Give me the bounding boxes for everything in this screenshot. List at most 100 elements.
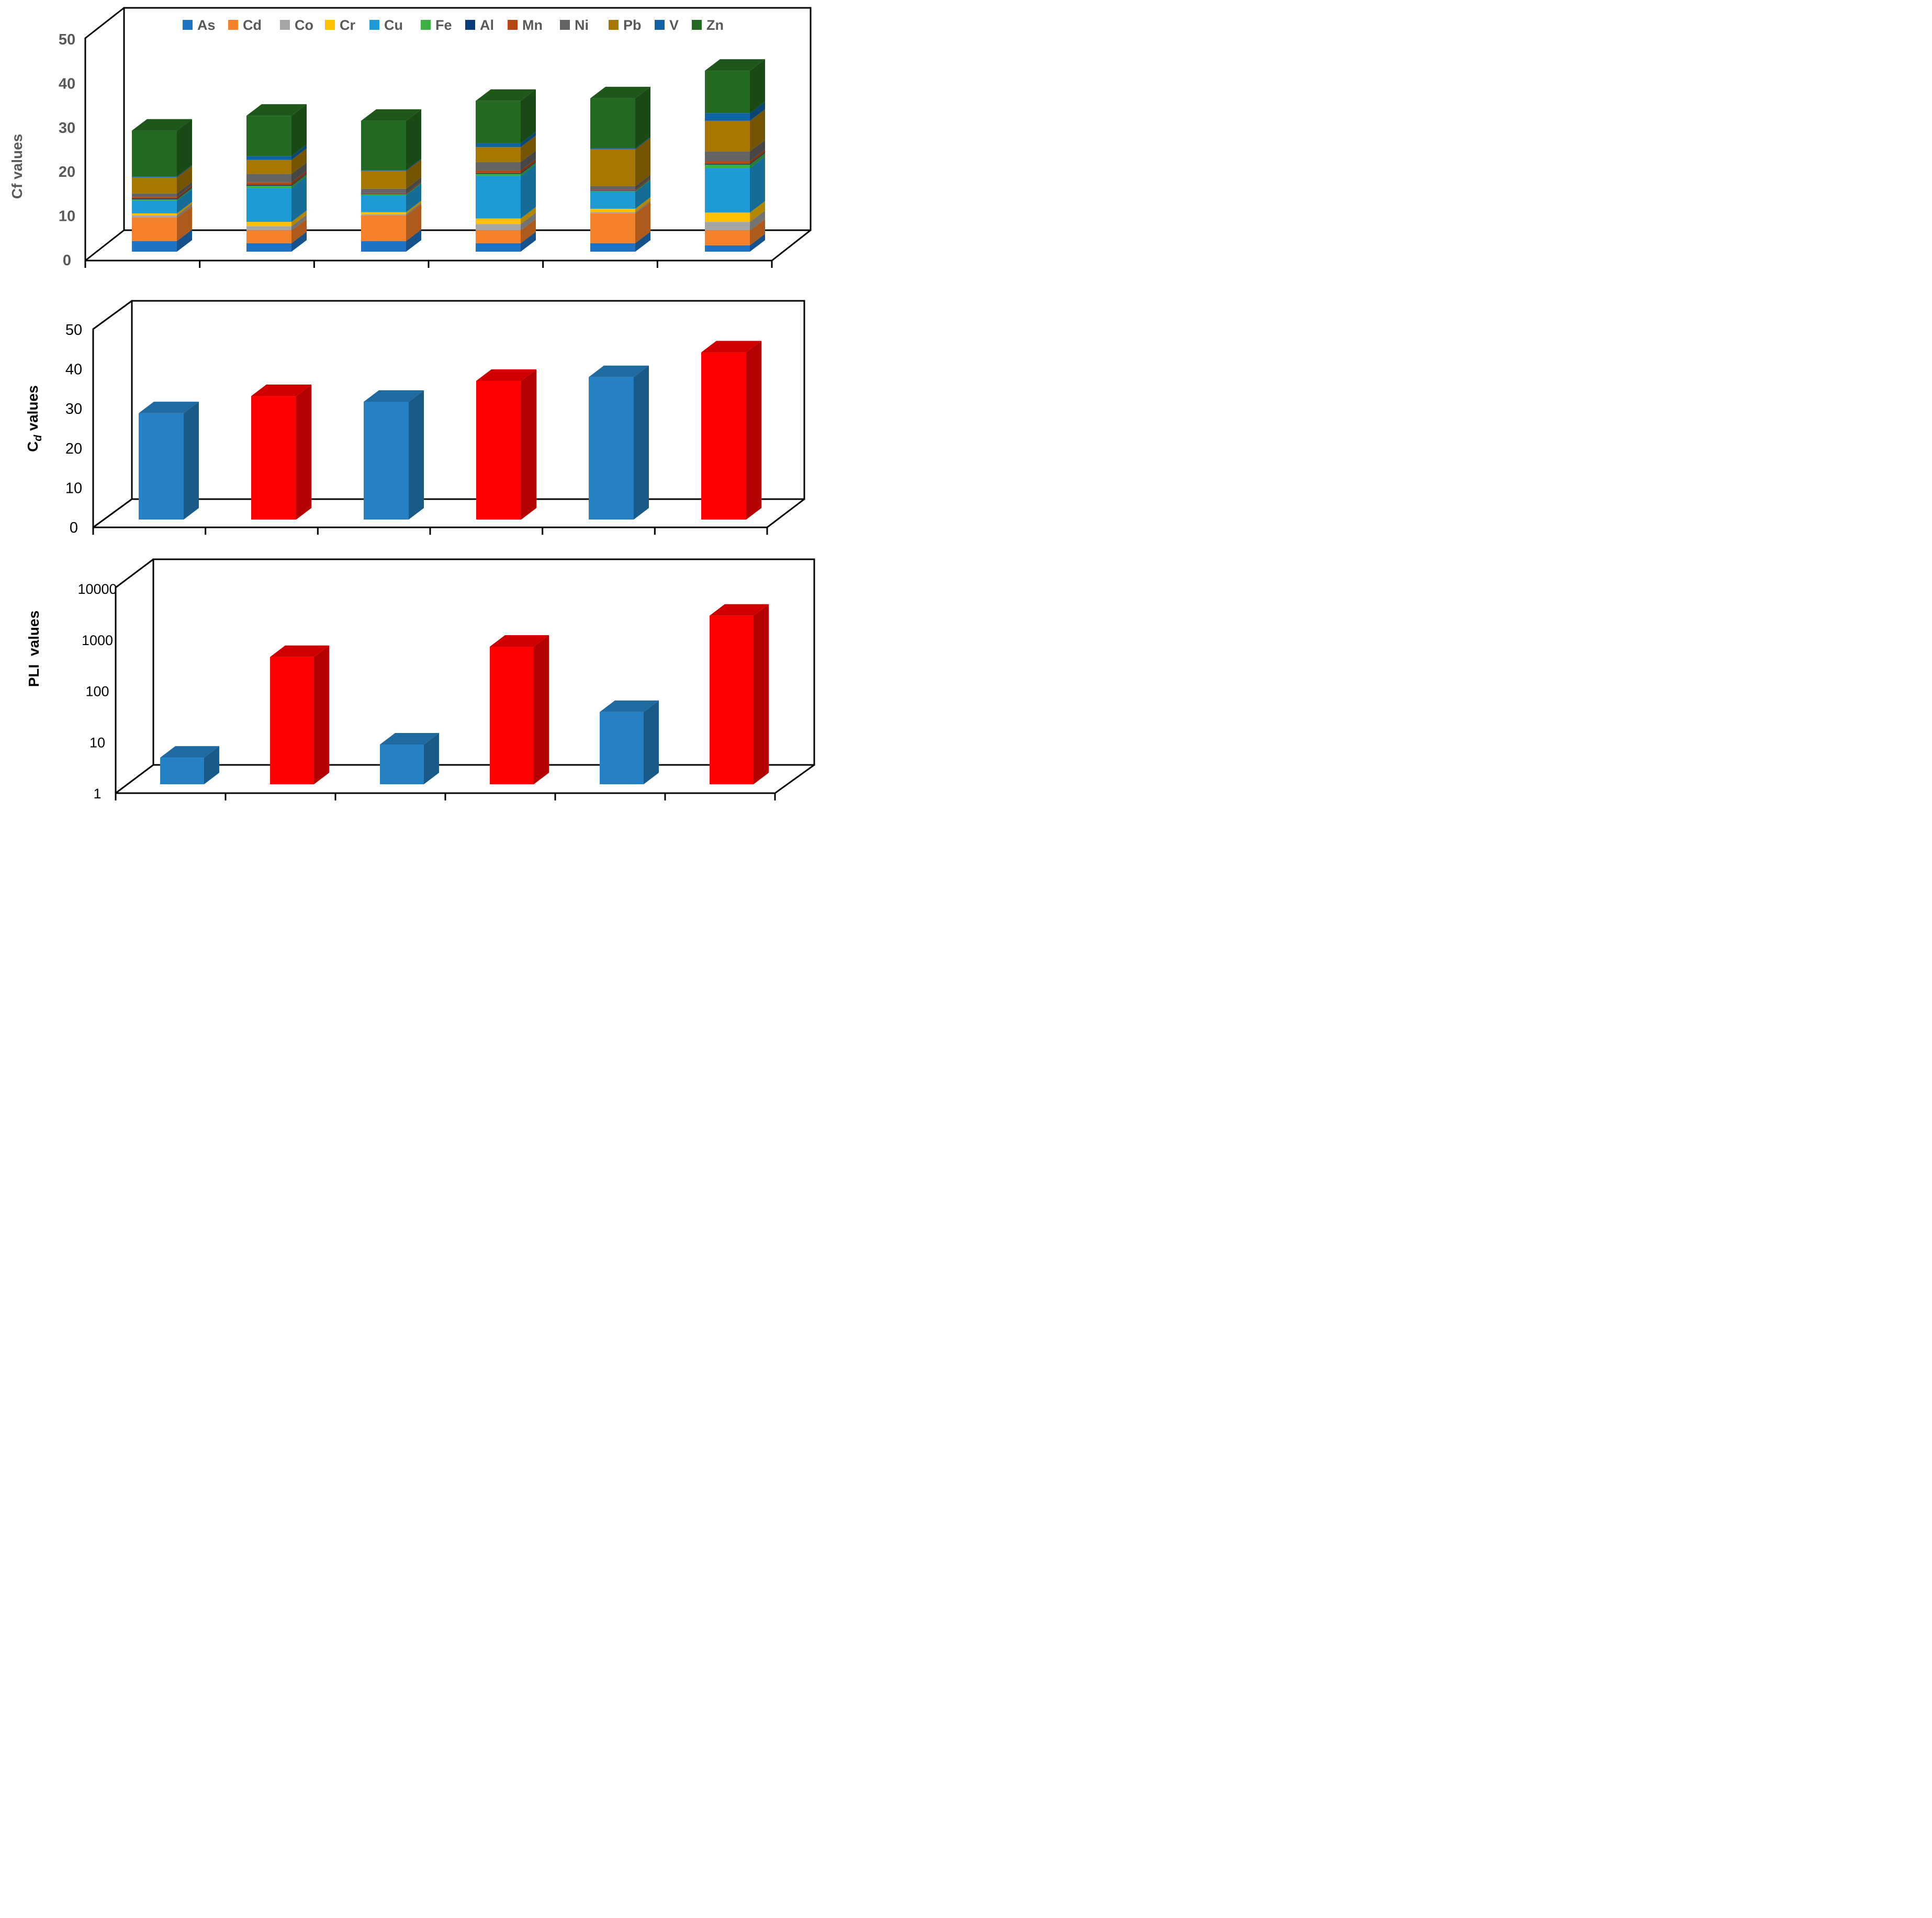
cf-segment-mn-side [406, 181, 421, 194]
cf-stack-3 [361, 109, 421, 252]
cf-segment-al-side [177, 187, 192, 200]
cd-bar-6-top [701, 341, 761, 353]
y-tick-label: 0 [70, 520, 78, 536]
cf-segment-fe [476, 174, 521, 176]
cf-segment-ni-side [635, 174, 650, 190]
cf-segment-ni [590, 186, 635, 190]
cf-segment-cu [246, 188, 291, 222]
floor [116, 764, 815, 794]
cf-segment-co-side [635, 200, 650, 213]
pli-bar-2 [270, 657, 314, 784]
cf-segment-co [246, 226, 291, 231]
pli-bar-4-top [490, 635, 549, 647]
cf-stack-4 [476, 89, 536, 252]
cf-legend: As Cd Co Cr Cu Fe Al Mn Ni Pb V Zn [183, 17, 724, 33]
cf-segment-pb [590, 149, 635, 186]
back-wall [152, 558, 815, 766]
cf-segment-mn-side [291, 171, 307, 185]
cf-segment-pb [476, 147, 521, 162]
y-tick-label: 1000 [82, 633, 113, 648]
cd-bar-4 [476, 381, 521, 520]
y-tick-label: 30 [65, 401, 82, 418]
cd-y-axis-title-sub: d [32, 434, 44, 441]
cf-segment-cd [246, 230, 291, 243]
cf-segment-cd-side [406, 204, 421, 241]
cf-segment-co-side [406, 202, 421, 216]
pli-chart-bars [160, 604, 769, 784]
cf-segment-mn-side [635, 178, 650, 191]
cf-segment-al [476, 173, 521, 174]
cf-chart-frame [84, 7, 812, 268]
cf-segment-cd-side [177, 206, 192, 241]
cf-segment-v [705, 113, 750, 121]
cf-segment-cr [476, 218, 521, 224]
cf-segment-fe-side [177, 188, 192, 201]
cf-segment-cd-side [291, 219, 307, 243]
cf-segment-mn [246, 182, 291, 185]
cf-segment-fe-side [521, 162, 536, 176]
cf-segment-al-side [291, 173, 307, 186]
cd-bar-2-top [251, 385, 311, 397]
side-wall [92, 300, 132, 527]
cf-segment-cd [361, 215, 406, 241]
cd-chart-frame [92, 300, 805, 535]
cd-bar-5 [589, 377, 634, 520]
cf-segment-cr-side [177, 201, 192, 216]
y-tick-label: 20 [65, 441, 82, 457]
pli-bar-2-top [270, 645, 329, 657]
cf-segment-cu-side [635, 180, 650, 209]
back-wall [123, 7, 812, 231]
cf-segment-co-side [177, 204, 192, 218]
legend-swatch-as [183, 20, 193, 30]
pli-bar-6-side [754, 604, 769, 784]
legend-swatch-al [465, 20, 475, 30]
cf-segment-zn-side [521, 89, 536, 143]
legend-swatch-co [280, 20, 290, 30]
cf-segment-mn-side [177, 185, 192, 199]
cf-segment-cr [705, 212, 750, 222]
cf-segment-fe-side [406, 183, 421, 196]
cf-segment-co-side [521, 212, 536, 231]
cd-bar-3-side [409, 390, 424, 520]
legend-label-cd: Cd [243, 17, 262, 33]
legend-swatch-zn [692, 20, 702, 30]
y-tick-label: 100 [85, 684, 109, 699]
cf-segment-zn [361, 120, 406, 171]
cf-segment-cr [132, 213, 177, 216]
cf-segment-cr-side [291, 210, 307, 227]
legend-label-pb: Pb [623, 17, 642, 33]
cd-bar-5-top [589, 365, 649, 377]
pli-bar-2-side [314, 645, 329, 784]
legend-swatch-cr [325, 20, 335, 30]
cf-segment-al [590, 190, 635, 191]
cf-segment-zn-side [177, 119, 192, 177]
pli-bar-5-side [644, 700, 659, 784]
pli-bar-1-top [160, 746, 219, 758]
cf-segment-cd-side [635, 201, 650, 243]
pli-bar-4-side [534, 635, 549, 784]
cd-bar-1-side [184, 401, 199, 520]
floor [85, 229, 811, 262]
cf-segment-co [476, 224, 521, 231]
cf-segment-ni [705, 151, 750, 162]
y-tick-label: 10 [65, 480, 82, 497]
cf-segment-ni-side [750, 140, 765, 162]
cf-chart: 0 10 20 30 40 50 Cf values As Cd Co Cr Cu Fe Al Mn Ni… [9, 7, 812, 269]
cf-segment-v [132, 176, 177, 177]
cf-stack-2 [246, 104, 307, 252]
cf-segment-pb [246, 160, 291, 174]
pli-bar-5 [600, 712, 644, 784]
cf-segment-cu [476, 176, 521, 219]
pli-y-axis-title: PLI values [26, 611, 42, 687]
legend-label-mn: Mn [522, 17, 543, 33]
cf-segment-zn [590, 98, 635, 149]
pli-bar-3 [380, 744, 424, 784]
cf-segment-co-side [291, 215, 307, 231]
legend-label-cu: Cu [384, 17, 403, 33]
cf-segment-cr-side [521, 207, 536, 224]
cf-segment-ni [132, 193, 177, 197]
cf-segment-cu-side [521, 164, 536, 219]
cd-bar-5-side [634, 365, 649, 520]
cf-segment-mn [705, 161, 750, 164]
cf-segment-v-side [521, 131, 536, 148]
